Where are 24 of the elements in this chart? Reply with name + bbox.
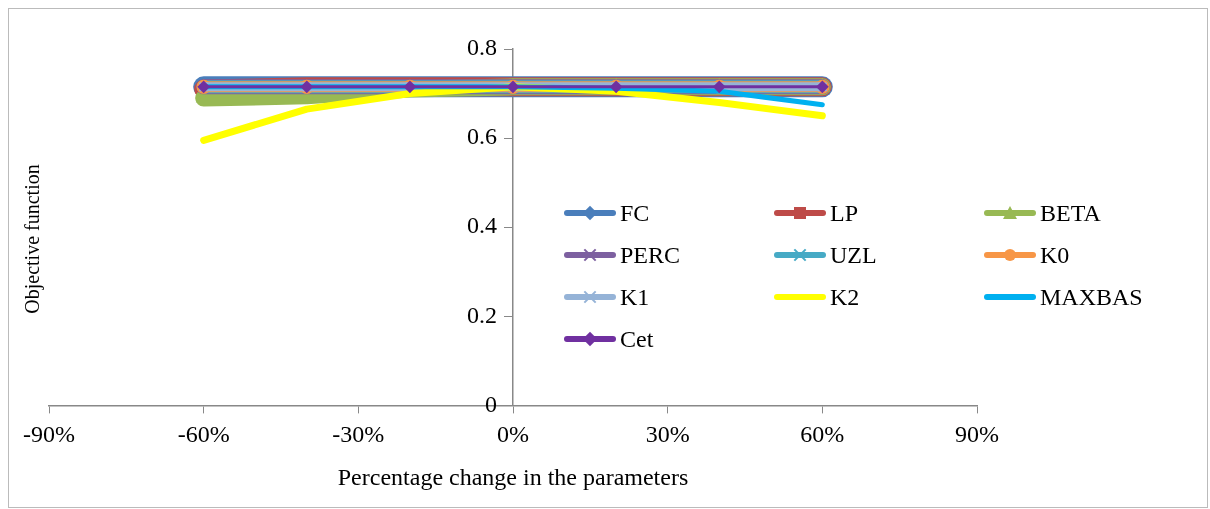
- y-tick-label: 0: [485, 390, 497, 417]
- x-tick-label: 0%: [497, 421, 529, 448]
- y-axis-title: Objective function: [21, 164, 44, 314]
- legend-label: PERC: [620, 241, 681, 269]
- y-tick-label: 0.8: [467, 34, 497, 61]
- y-tick-label: 0.2: [467, 301, 497, 328]
- legend-label: K1: [620, 283, 650, 311]
- legend-label: FC: [620, 199, 650, 227]
- legend-label: BETA: [1040, 199, 1101, 227]
- y-tick-label: 0.4: [467, 212, 497, 239]
- legend-label: MAXBAS: [1040, 283, 1143, 311]
- legend-label: Cet: [620, 325, 654, 353]
- y-tick-label: 0.6: [467, 123, 497, 150]
- legend-label: LP: [830, 199, 859, 227]
- legend-label: K0: [1040, 241, 1070, 269]
- legend-label: UZL: [830, 241, 877, 269]
- x-tick-label: -30%: [332, 421, 385, 448]
- x-tick-label: 60%: [800, 421, 845, 448]
- legend-label: K2: [830, 283, 860, 311]
- x-tick-label: -60%: [177, 421, 230, 448]
- x-tick-label: 30%: [645, 421, 690, 448]
- x-tick-label: -90%: [23, 421, 75, 448]
- x-axis-title: Percentage change in the parameters: [337, 463, 689, 490]
- x-tick-label: 90%: [955, 421, 999, 448]
